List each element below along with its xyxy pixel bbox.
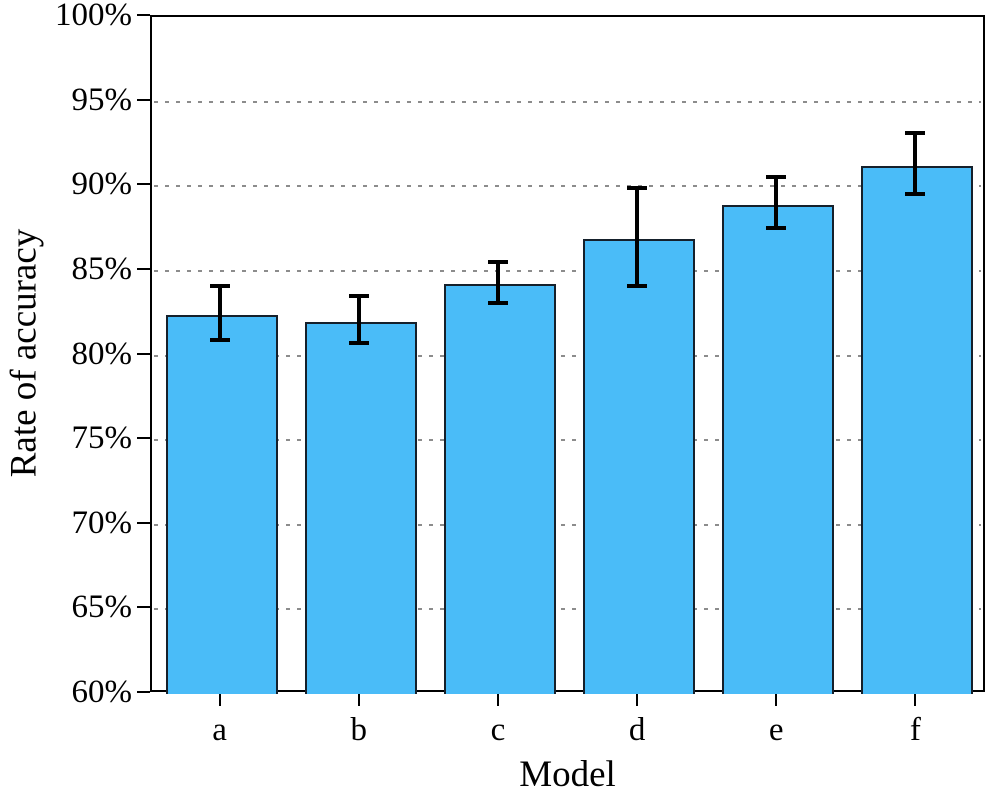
x-tick-label-c: c xyxy=(490,712,506,748)
x-tick-c xyxy=(496,694,499,706)
error-cap-bottom-e xyxy=(766,226,787,231)
x-tick-label-a: a xyxy=(212,712,227,748)
y-tick-80 xyxy=(137,352,150,355)
y-tick-label-65: 65% xyxy=(71,589,133,626)
gridline-70 xyxy=(154,523,981,526)
error-bar-f xyxy=(913,133,918,195)
plot-area xyxy=(150,15,985,694)
gridline-65 xyxy=(154,608,981,611)
bar-e xyxy=(722,204,835,694)
error-cap-bottom-a xyxy=(209,337,230,342)
y-tick-75 xyxy=(137,437,150,440)
error-bar-c xyxy=(495,262,500,303)
gridline-95 xyxy=(154,100,981,103)
y-tick-label-90: 90% xyxy=(71,166,133,203)
y-tick-label-95: 95% xyxy=(71,81,133,118)
x-tick-label-d: d xyxy=(628,712,646,748)
error-cap-top-e xyxy=(766,175,787,180)
error-cap-bottom-d xyxy=(627,283,648,288)
y-tick-85 xyxy=(137,267,150,270)
bar-a xyxy=(165,314,278,694)
error-bar-e xyxy=(774,177,779,229)
y-tick-label-85: 85% xyxy=(71,250,133,287)
gridline-80 xyxy=(154,354,981,357)
x-tick-d xyxy=(636,694,639,706)
error-cap-top-f xyxy=(905,131,926,136)
error-cap-bottom-c xyxy=(487,300,508,305)
bar-d xyxy=(583,238,696,694)
x-tick-label-f: f xyxy=(909,712,921,748)
error-cap-top-b xyxy=(348,293,369,298)
bar-f xyxy=(861,165,974,694)
error-bar-d xyxy=(635,187,640,286)
error-bar-a xyxy=(217,285,222,340)
y-tick-label-80: 80% xyxy=(71,335,133,372)
error-cap-bottom-f xyxy=(905,192,926,197)
y-tick-label-75: 75% xyxy=(71,420,133,457)
y-tick-label-70: 70% xyxy=(71,504,133,541)
x-tick-f xyxy=(914,694,917,706)
bar-b xyxy=(304,321,417,694)
error-cap-top-d xyxy=(627,185,648,190)
error-cap-top-a xyxy=(209,283,230,288)
y-tick-label-60: 60% xyxy=(71,674,133,710)
error-cap-top-c xyxy=(487,260,508,265)
y-tick-95 xyxy=(137,98,150,101)
y-tick-90 xyxy=(137,183,150,186)
y-tick-65 xyxy=(137,606,150,609)
y-tick-100 xyxy=(137,14,150,16)
error-cap-bottom-b xyxy=(348,341,369,346)
x-tick-a xyxy=(218,694,221,706)
gridline-75 xyxy=(154,439,981,442)
x-tick-label-b: b xyxy=(350,712,368,748)
bar-c xyxy=(443,284,556,694)
gridline-90 xyxy=(154,185,981,188)
x-tick-b xyxy=(357,694,360,706)
error-bar-b xyxy=(356,295,361,344)
x-tick-e xyxy=(775,694,778,706)
y-tick-70 xyxy=(137,521,150,524)
x-tick-label-e: e xyxy=(768,712,784,748)
y-tick-label-100: 100% xyxy=(55,0,132,33)
gridline-85 xyxy=(154,269,981,272)
y-tick-60 xyxy=(137,691,150,693)
x-axis-title: Model xyxy=(519,754,616,795)
